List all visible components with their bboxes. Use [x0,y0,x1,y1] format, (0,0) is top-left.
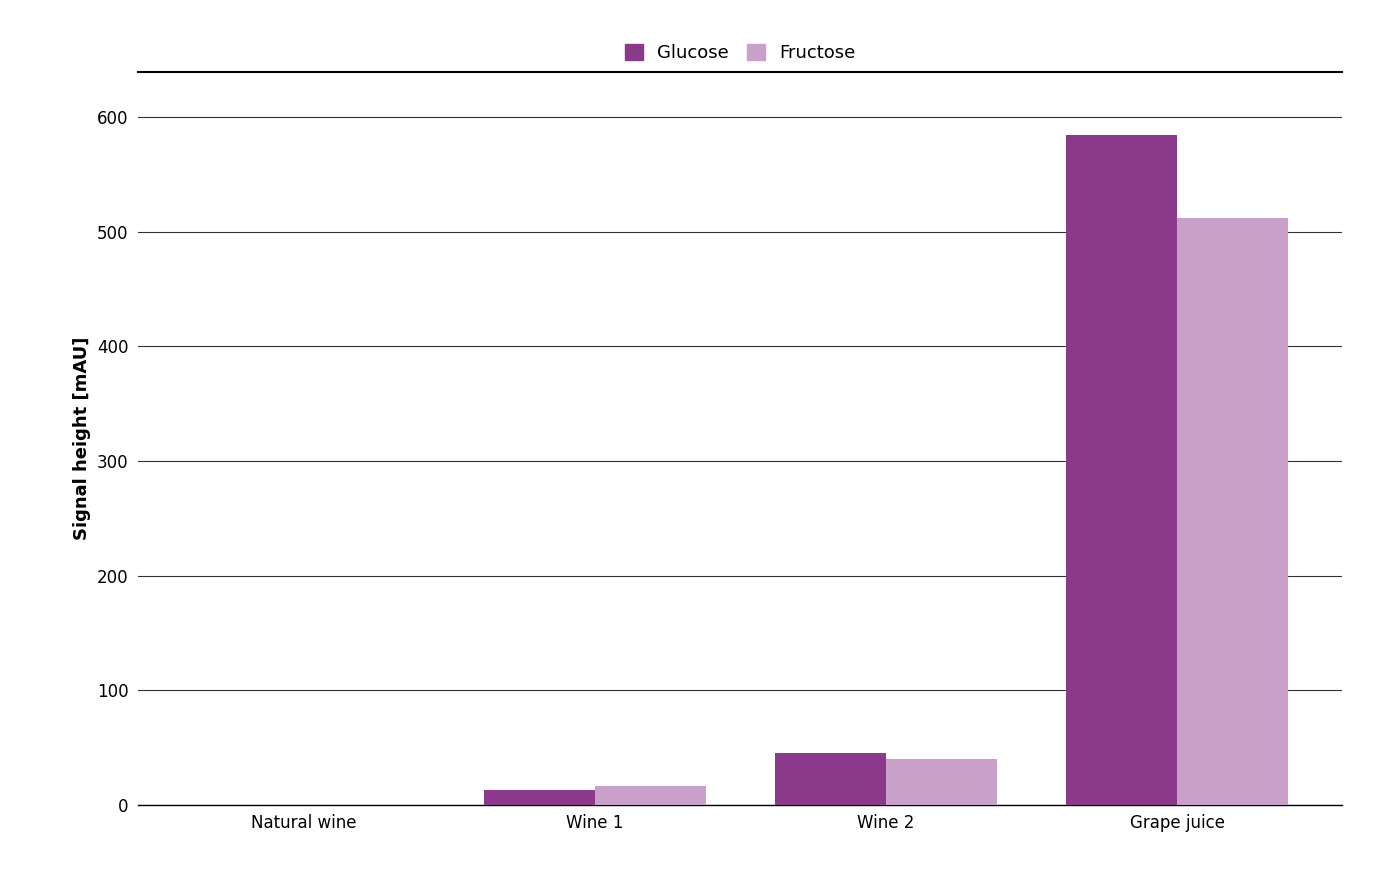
Bar [775,753,886,805]
Bar [1178,218,1287,805]
Legend: Glucose, Fructose: Glucose, Fructose [617,37,864,69]
Bar [886,759,996,805]
Bar [595,787,706,805]
Y-axis label: Signal height [mAU]: Signal height [mAU] [73,336,91,540]
Bar [1067,134,1178,805]
Bar [484,789,595,805]
